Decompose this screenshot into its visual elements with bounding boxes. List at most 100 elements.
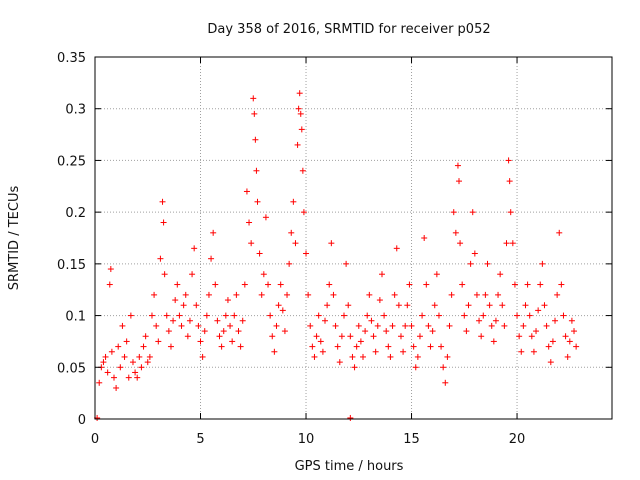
data-point — [408, 322, 415, 329]
data-point — [121, 353, 128, 360]
data-point — [446, 322, 453, 329]
data-point — [349, 353, 356, 360]
data-point — [378, 271, 385, 278]
data-point — [210, 229, 217, 236]
y-tick-label: 0.2 — [65, 206, 86, 221]
data-point — [172, 297, 179, 304]
data-point — [298, 126, 305, 133]
data-point — [535, 307, 542, 314]
data-point — [273, 322, 280, 329]
data-point — [372, 348, 379, 355]
data-point — [376, 297, 383, 304]
data-point — [480, 312, 487, 319]
data-point — [243, 188, 250, 195]
data-point — [552, 317, 559, 324]
data-point — [505, 157, 512, 164]
data-point — [296, 90, 303, 97]
data-point — [313, 333, 320, 340]
data-point — [503, 240, 510, 247]
data-point — [100, 359, 107, 366]
data-point — [389, 322, 396, 329]
data-point — [511, 281, 518, 288]
data-point — [163, 312, 170, 319]
data-point — [148, 312, 155, 319]
data-point — [564, 353, 571, 360]
data-point — [431, 302, 438, 309]
data-point — [110, 374, 117, 381]
data-point — [528, 333, 535, 340]
data-point — [309, 343, 316, 350]
data-point — [433, 271, 440, 278]
data-point — [560, 312, 567, 319]
y-tick-label: 0.3 — [65, 103, 86, 118]
data-point — [197, 338, 204, 345]
data-point — [385, 343, 392, 350]
data-point — [256, 250, 263, 257]
data-point — [566, 338, 573, 345]
data-point — [326, 281, 333, 288]
data-point — [208, 255, 215, 262]
data-point — [160, 219, 167, 226]
data-point — [332, 322, 339, 329]
y-tick-label: 0.1 — [65, 310, 86, 325]
data-point — [284, 291, 291, 298]
axis-ticks: 0 0.05 0.1 0.15 0.2 0.25 0.3 0.35 0 5 10 15 20 — [57, 51, 612, 447]
data-point — [214, 317, 221, 324]
data-point — [397, 333, 404, 340]
data-point — [269, 333, 276, 340]
data-point — [271, 348, 278, 355]
data-point — [484, 260, 491, 267]
data-point — [366, 291, 373, 298]
data-point — [174, 281, 181, 288]
data-point — [218, 343, 225, 350]
data-point — [96, 379, 103, 386]
data-point — [539, 260, 546, 267]
data-point — [182, 291, 189, 298]
data-point — [248, 240, 255, 247]
data-point — [545, 343, 552, 350]
data-point — [421, 235, 428, 241]
data-point — [391, 291, 398, 298]
y-tick-label: 0.05 — [57, 361, 86, 376]
data-point — [262, 214, 269, 221]
data-point — [231, 312, 238, 319]
data-point — [290, 198, 297, 205]
data-point — [459, 281, 466, 288]
data-point — [549, 338, 556, 345]
data-point — [456, 178, 463, 185]
data-point — [509, 240, 516, 247]
data-point — [178, 322, 185, 329]
data-point — [307, 322, 314, 329]
data-point — [486, 302, 493, 309]
data-point — [250, 95, 257, 102]
data-point — [299, 167, 306, 174]
data-point — [241, 281, 248, 288]
data-point — [543, 322, 550, 329]
data-point — [492, 317, 499, 324]
data-point — [387, 353, 394, 360]
data-point — [203, 312, 210, 319]
data-point — [258, 291, 265, 298]
data-point — [450, 209, 457, 216]
data-point — [412, 364, 419, 371]
data-point — [533, 328, 540, 335]
plot-frame — [94, 56, 613, 420]
data-point — [522, 302, 529, 309]
data-point — [300, 209, 307, 216]
data-point — [334, 343, 341, 350]
data-point — [448, 291, 455, 298]
data-point — [347, 333, 354, 340]
data-point — [233, 291, 240, 298]
data-point — [336, 359, 343, 366]
data-point — [476, 317, 483, 324]
data-point — [427, 343, 434, 350]
data-point — [201, 328, 208, 335]
data-point — [452, 229, 459, 236]
data-point — [216, 333, 223, 340]
data-point — [400, 348, 407, 355]
data-point — [406, 281, 413, 288]
data-point — [315, 312, 322, 319]
data-point — [108, 348, 115, 355]
data-point — [554, 291, 561, 298]
data-point — [520, 322, 527, 329]
